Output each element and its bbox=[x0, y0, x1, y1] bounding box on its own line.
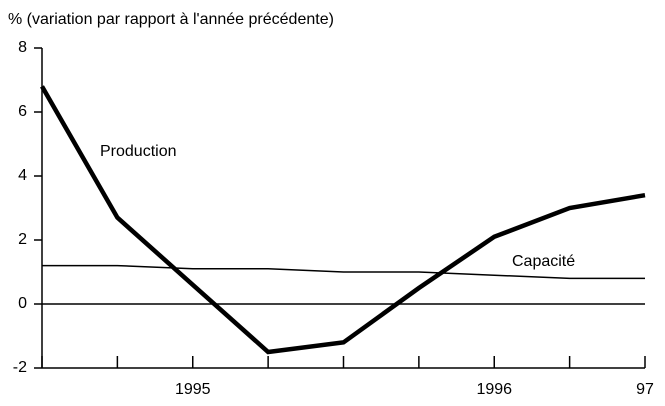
line-series bbox=[42, 264, 645, 280]
x-tick-label: 1995 bbox=[175, 381, 211, 398]
y-tick-label: 8 bbox=[18, 39, 27, 56]
y-tick-label: -2 bbox=[13, 359, 27, 376]
series-annotation: Production bbox=[100, 143, 177, 160]
line-series bbox=[40, 85, 646, 355]
y-tick-label: 4 bbox=[18, 167, 27, 184]
y-axis-label: % (variation par rapport à l'année précé… bbox=[8, 11, 334, 28]
x-tick-label: 97 bbox=[636, 381, 654, 398]
y-tick-label: 0 bbox=[18, 295, 27, 312]
x-tick-label: 1996 bbox=[476, 381, 512, 398]
series-annotation: Capacité bbox=[512, 253, 575, 270]
y-tick-label: 2 bbox=[18, 231, 27, 248]
y-tick-label: 6 bbox=[18, 103, 27, 120]
